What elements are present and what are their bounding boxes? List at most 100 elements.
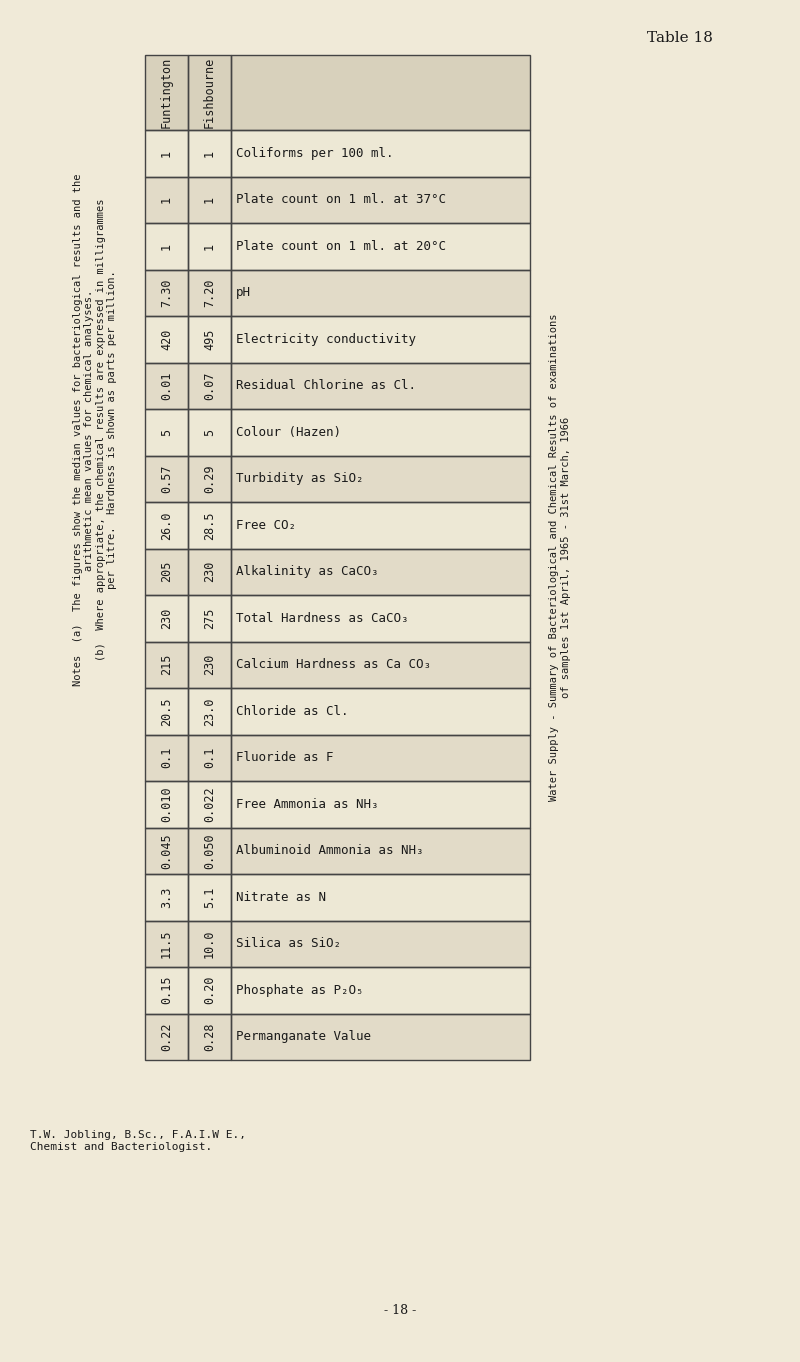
Bar — [231, 503, 530, 549]
Bar — [145, 177, 188, 223]
Bar — [231, 270, 530, 316]
Bar — [231, 734, 530, 780]
Bar — [188, 503, 231, 549]
Text: 0.57: 0.57 — [160, 464, 173, 493]
Text: 28.5: 28.5 — [203, 511, 216, 539]
Text: 5: 5 — [160, 429, 173, 436]
Bar — [188, 223, 231, 270]
Bar — [231, 54, 530, 129]
Bar — [145, 455, 188, 503]
Bar — [231, 409, 530, 455]
Text: 0.28: 0.28 — [203, 1023, 216, 1051]
Bar — [231, 362, 530, 409]
Text: Alkalinity as CaCO₃: Alkalinity as CaCO₃ — [236, 565, 378, 579]
Text: Colour (Hazen): Colour (Hazen) — [236, 426, 341, 439]
Text: 215: 215 — [160, 654, 173, 676]
Text: 495: 495 — [203, 328, 216, 350]
Bar — [145, 1013, 188, 1060]
Bar — [231, 54, 530, 129]
Bar — [231, 734, 530, 780]
Bar — [188, 270, 231, 316]
Bar — [231, 455, 530, 503]
Bar — [231, 1013, 530, 1060]
Bar — [188, 734, 231, 780]
Text: 0.010: 0.010 — [160, 786, 173, 823]
Bar — [231, 270, 530, 316]
Bar — [145, 688, 188, 734]
Bar — [145, 362, 188, 409]
Text: 11.5: 11.5 — [160, 929, 173, 957]
Text: 0.01: 0.01 — [160, 372, 173, 400]
Bar — [188, 409, 231, 455]
Bar — [231, 967, 530, 1013]
Bar — [145, 503, 188, 549]
Bar — [231, 409, 530, 455]
Bar — [145, 642, 188, 688]
Text: 5.1: 5.1 — [203, 887, 216, 908]
Text: Fishbourne: Fishbourne — [203, 57, 216, 128]
Bar — [231, 177, 530, 223]
Text: Plate count on 1 ml. at 37°C: Plate count on 1 ml. at 37°C — [236, 193, 446, 206]
Bar — [188, 362, 231, 409]
Text: Fluoride as F: Fluoride as F — [236, 752, 334, 764]
Text: Residual Chlorine as Cl.: Residual Chlorine as Cl. — [236, 379, 416, 392]
Bar — [188, 316, 231, 362]
Bar — [145, 223, 188, 270]
Bar — [145, 54, 188, 129]
Bar — [188, 409, 231, 455]
Bar — [188, 549, 231, 595]
Bar — [188, 223, 231, 270]
Bar — [231, 549, 530, 595]
Bar — [145, 874, 188, 921]
Bar — [188, 1013, 231, 1060]
Text: 0.29: 0.29 — [203, 464, 216, 493]
Bar — [145, 1013, 188, 1060]
Bar — [188, 967, 231, 1013]
Text: Silica as SiO₂: Silica as SiO₂ — [236, 937, 341, 951]
Text: Funtington: Funtington — [160, 57, 173, 128]
Text: 1: 1 — [203, 196, 216, 203]
Bar — [145, 223, 188, 270]
Text: 205: 205 — [160, 561, 173, 583]
Bar — [231, 688, 530, 734]
Bar — [145, 503, 188, 549]
Bar — [188, 828, 231, 874]
Text: Permanganate Value: Permanganate Value — [236, 1030, 371, 1043]
Bar — [188, 642, 231, 688]
Text: Total Hardness as CaCO₃: Total Hardness as CaCO₃ — [236, 612, 409, 625]
Bar — [145, 129, 188, 177]
Bar — [188, 270, 231, 316]
Bar — [231, 921, 530, 967]
Bar — [188, 688, 231, 734]
Text: 1: 1 — [160, 242, 173, 249]
Text: 0.20: 0.20 — [203, 977, 216, 1005]
Text: 230: 230 — [160, 607, 173, 629]
Bar — [231, 316, 530, 362]
Text: Coliforms per 100 ml.: Coliforms per 100 ml. — [236, 147, 394, 159]
Bar — [145, 54, 188, 129]
Text: Electricity conductivity: Electricity conductivity — [236, 332, 416, 346]
Text: 3.3: 3.3 — [160, 887, 173, 908]
Text: 0.1: 0.1 — [160, 748, 173, 768]
Bar — [188, 921, 231, 967]
Bar — [231, 595, 530, 642]
Text: 1: 1 — [203, 150, 216, 157]
Text: Phosphate as P₂O₅: Phosphate as P₂O₅ — [236, 983, 363, 997]
Text: 230: 230 — [203, 561, 216, 583]
Bar — [231, 129, 530, 177]
Bar — [145, 874, 188, 921]
Text: Turbidity as SiO₂: Turbidity as SiO₂ — [236, 473, 363, 485]
Bar — [188, 595, 231, 642]
Text: 420: 420 — [160, 328, 173, 350]
Bar — [145, 455, 188, 503]
Bar — [231, 223, 530, 270]
Text: - 18 -: - 18 - — [384, 1303, 416, 1317]
Bar — [188, 734, 231, 780]
Text: 7.30: 7.30 — [160, 278, 173, 306]
Bar — [231, 828, 530, 874]
Text: 0.022: 0.022 — [203, 786, 216, 823]
Text: 5: 5 — [203, 429, 216, 436]
Bar — [145, 688, 188, 734]
Bar — [231, 642, 530, 688]
Bar — [231, 223, 530, 270]
